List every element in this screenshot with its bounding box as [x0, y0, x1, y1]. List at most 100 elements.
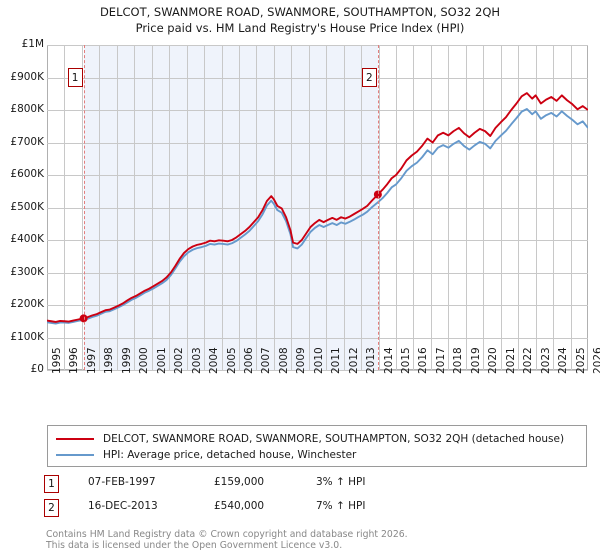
x-axis-tick-label: 1997: [85, 347, 98, 374]
gridline-vertical: [500, 45, 502, 370]
event-marker-line: [377, 45, 379, 370]
gridline-vertical: [570, 45, 572, 370]
x-axis-tick-label: 2003: [190, 347, 203, 374]
footer-line-2: This data is licensed under the Open Gov…: [46, 539, 343, 551]
x-axis-tick-label: 2008: [277, 347, 290, 374]
gridline-vertical: [256, 45, 258, 370]
x-axis-tick-label: 2015: [400, 347, 413, 374]
gridline-vertical: [326, 45, 328, 370]
gridline-horizontal: [47, 240, 588, 241]
x-axis-tick-label: 2021: [504, 347, 517, 374]
table-row[interactable]: 1 07-FEB-1997 £159,000 3% ↑ HPI: [44, 474, 504, 498]
footer-line-1: Contains HM Land Registry data © Crown c…: [46, 529, 408, 540]
row-price: £159,000: [214, 476, 265, 488]
series-line: [47, 92, 588, 323]
x-axis-tick-label: 2012: [347, 347, 360, 374]
row-date: 16-DEC-2013: [88, 500, 158, 512]
gridline-horizontal: [47, 110, 588, 111]
legend-label-hpi: HPI: Average price, detached house, Winc…: [103, 449, 357, 461]
gridline-vertical: [151, 45, 153, 370]
event-marker-box[interactable]: 1: [67, 68, 83, 87]
legend-swatch-hpi: [56, 454, 94, 456]
x-axis-tick-label: 1999: [120, 347, 133, 374]
gridline-vertical: [378, 45, 380, 370]
gridline-horizontal: [47, 207, 588, 209]
y-axis-tick-label: £400K: [10, 233, 44, 245]
y-axis-tick-label: £700K: [10, 135, 44, 148]
title-line-2: Price paid vs. HM Land Registry's House …: [135, 21, 465, 35]
y-axis-tick-label: £600K: [10, 168, 44, 180]
gridline-vertical: [221, 45, 223, 370]
y-axis-tick-label: £0: [30, 363, 44, 375]
row-marker-number: 2: [44, 499, 59, 517]
gridline-vertical: [116, 45, 118, 370]
x-axis-tick-label: 2025: [574, 347, 587, 374]
row-hpi-delta: 7% ↑ HPI: [316, 500, 366, 512]
gridline-vertical: [134, 45, 136, 370]
x-axis-tick-label: 2014: [382, 347, 395, 374]
x-axis-tick-label: 2024: [557, 347, 570, 374]
row-price: £540,000: [214, 500, 265, 512]
gridline-vertical: [186, 45, 188, 370]
gridline-horizontal: [47, 305, 588, 306]
x-axis-tick-label: 2019: [469, 347, 482, 374]
event-marker-box[interactable]: 2: [361, 68, 377, 87]
y-axis-tick-label: £800K: [10, 103, 44, 115]
gridline-vertical: [204, 45, 206, 370]
x-axis-tick-label: 2001: [155, 347, 168, 374]
x-axis-tick-label: 2009: [295, 347, 308, 374]
x-axis-tick-label: 2007: [260, 347, 273, 374]
row-date: 07-FEB-1997: [88, 476, 156, 488]
y-axis-tick-label: £1M: [21, 38, 44, 50]
gridline-vertical: [64, 45, 66, 370]
gridline-vertical: [465, 45, 467, 370]
x-axis-tick-label: 2022: [522, 347, 535, 374]
series-line: [47, 108, 588, 325]
chart-gridlines: [47, 45, 588, 371]
x-axis-tick-label: 2016: [417, 347, 430, 374]
y-axis-tick-label: £900K: [10, 70, 44, 83]
chart-series-layer: [47, 92, 588, 325]
event-marker-line: [83, 45, 85, 370]
gridline-vertical: [238, 45, 240, 370]
x-axis-tick-label: 1996: [68, 347, 81, 374]
x-axis-tick-label: 2006: [242, 347, 255, 374]
y-axis-tick-label: £300K: [10, 265, 44, 278]
y-axis-tick-label: £100K: [10, 330, 44, 343]
attribution-footer: Contains HM Land Registry data © Crown c…: [46, 529, 566, 551]
x-axis-tick-label: 2023: [539, 347, 552, 374]
gridline-vertical: [396, 45, 398, 370]
gridline-horizontal: [47, 142, 588, 144]
gridline-vertical: [535, 45, 537, 370]
x-axis-tick-label: 2005: [225, 347, 238, 374]
page-title: DELCOT, SWANMORE ROAD, SWANMORE, SOUTHAM…: [0, 4, 600, 36]
gridline-vertical: [291, 45, 293, 370]
y-axis-tick-label: £500K: [10, 200, 44, 213]
legend-item-hpi: HPI: Average price, detached house, Winc…: [56, 447, 578, 463]
x-axis-tick-label: 1995: [51, 347, 63, 374]
table-row[interactable]: 2 16-DEC-2013 £540,000 7% ↑ HPI: [44, 498, 504, 522]
gridline-vertical: [169, 45, 171, 370]
row-marker-number: 1: [44, 475, 59, 493]
legend-label-property: DELCOT, SWANMORE ROAD, SWANMORE, SOUTHAM…: [103, 433, 565, 445]
gridline-vertical: [483, 45, 485, 370]
gridline-horizontal: [47, 337, 588, 339]
x-axis-tick-label: 2013: [365, 347, 378, 374]
x-axis-tick-label: 1998: [103, 347, 116, 374]
row-hpi-delta: 3% ↑ HPI: [316, 476, 366, 488]
x-axis-tick-label: 2004: [208, 347, 221, 374]
y-axis-tick-label: £200K: [10, 298, 44, 310]
legend-item-property: DELCOT, SWANMORE ROAD, SWANMORE, SOUTHAM…: [56, 431, 578, 447]
gridline-vertical: [308, 45, 310, 370]
x-axis-tick-label: 2010: [312, 347, 325, 374]
gridline-vertical: [81, 45, 83, 370]
legend-swatch-property: [56, 438, 94, 440]
gridline-horizontal: [47, 175, 588, 176]
gridline-vertical: [430, 45, 432, 370]
chart-legend: DELCOT, SWANMORE ROAD, SWANMORE, SOUTHAM…: [47, 425, 587, 467]
x-axis-tick-label: 2018: [452, 347, 465, 374]
gridline-vertical: [553, 45, 555, 370]
gridline-horizontal: [47, 272, 588, 274]
x-axis-tick-label: 2002: [173, 347, 186, 374]
